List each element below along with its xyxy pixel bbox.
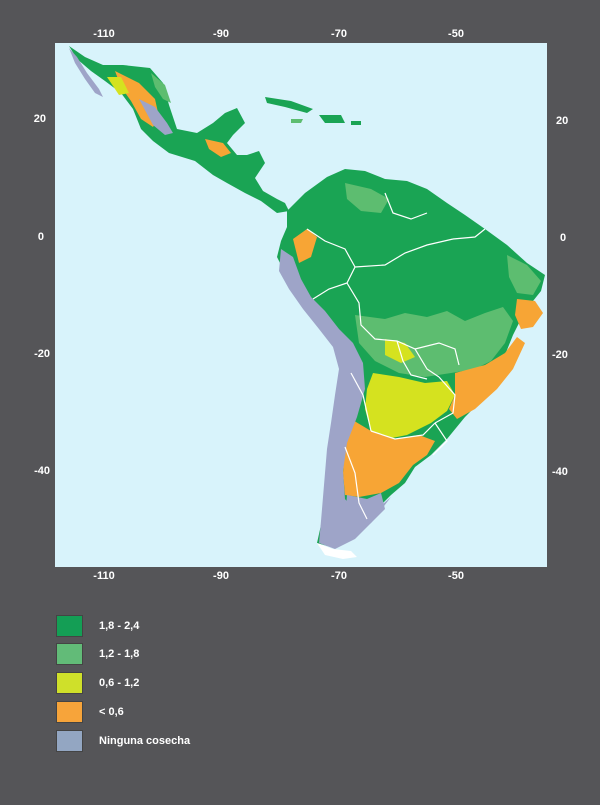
amazon-east-mid-high <box>507 255 541 295</box>
latin-america-map <box>55 43 547 567</box>
mexico-mid-green <box>151 73 171 103</box>
legend-item-mid-high: 1,2 - 1,8 <box>56 643 139 665</box>
y-tick-right-3: -20 <box>552 349 568 361</box>
x-tick-bottom-1: -110 <box>93 570 115 582</box>
patagonia-no-harvest <box>345 493 385 533</box>
x-tick-bottom-3: -70 <box>331 570 347 582</box>
legend-swatch-high <box>56 615 83 637</box>
mexico-yellow <box>107 77 129 95</box>
puerto-rico <box>351 121 361 125</box>
legend-item-low: < 0,6 <box>56 701 124 723</box>
legend-label-low: < 0,6 <box>99 706 124 718</box>
venezuela-mid-high <box>345 183 389 213</box>
hispaniola <box>319 115 345 123</box>
y-tick-left-1: 20 <box>33 113 46 125</box>
x-tick-bottom-2: -90 <box>213 570 229 582</box>
legend-swatch-mid-high <box>56 643 83 665</box>
legend-label-mid: 0,6 - 1,2 <box>99 677 140 689</box>
y-tick-right-4: -40 <box>552 466 568 478</box>
northeast-brazil-orange <box>515 299 543 329</box>
y-tick-right-1: 20 <box>556 115 569 127</box>
y-tick-left-3: -20 <box>34 348 50 360</box>
legend-label-mid-high: 1,2 - 1,8 <box>99 648 140 660</box>
legend-swatch-none <box>56 730 83 752</box>
legend-swatch-low <box>56 701 83 723</box>
legend-item-none: Ninguna cosecha <box>56 730 190 752</box>
central-america-orange <box>205 139 231 157</box>
legend-swatch-mid <box>56 672 83 694</box>
country-borders <box>306 192 486 520</box>
x-tick-top-1: -110 <box>93 28 115 40</box>
x-tick-bottom-4: -50 <box>448 570 464 582</box>
tierra-del-fuego <box>317 543 357 559</box>
x-tick-top-4: -50 <box>448 28 464 40</box>
y-tick-right-2: 0 <box>560 232 567 244</box>
y-tick-left-4: -40 <box>34 465 50 477</box>
legend-label-high: 1,8 - 2,4 <box>99 620 140 632</box>
y-tick-left-2: 0 <box>37 231 44 243</box>
brazil-south-orange <box>449 337 525 419</box>
x-tick-top-2: -90 <box>213 28 229 40</box>
jamaica <box>291 119 303 123</box>
mexico-sierra-blue <box>139 99 173 135</box>
colombia-orange <box>293 229 317 263</box>
x-tick-top-3: -70 <box>331 28 347 40</box>
cuba <box>265 97 313 113</box>
legend-label-none: Ninguna cosecha <box>99 735 191 747</box>
legend-item-mid: 0,6 - 1,2 <box>56 672 139 694</box>
baja-california <box>69 48 103 97</box>
paraguay-yellow <box>365 373 455 439</box>
map-frame <box>55 43 547 567</box>
andes-no-harvest <box>279 249 391 549</box>
legend-item-high: 1,8 - 2,4 <box>56 615 139 637</box>
argentina-pampas-orange <box>343 419 435 497</box>
